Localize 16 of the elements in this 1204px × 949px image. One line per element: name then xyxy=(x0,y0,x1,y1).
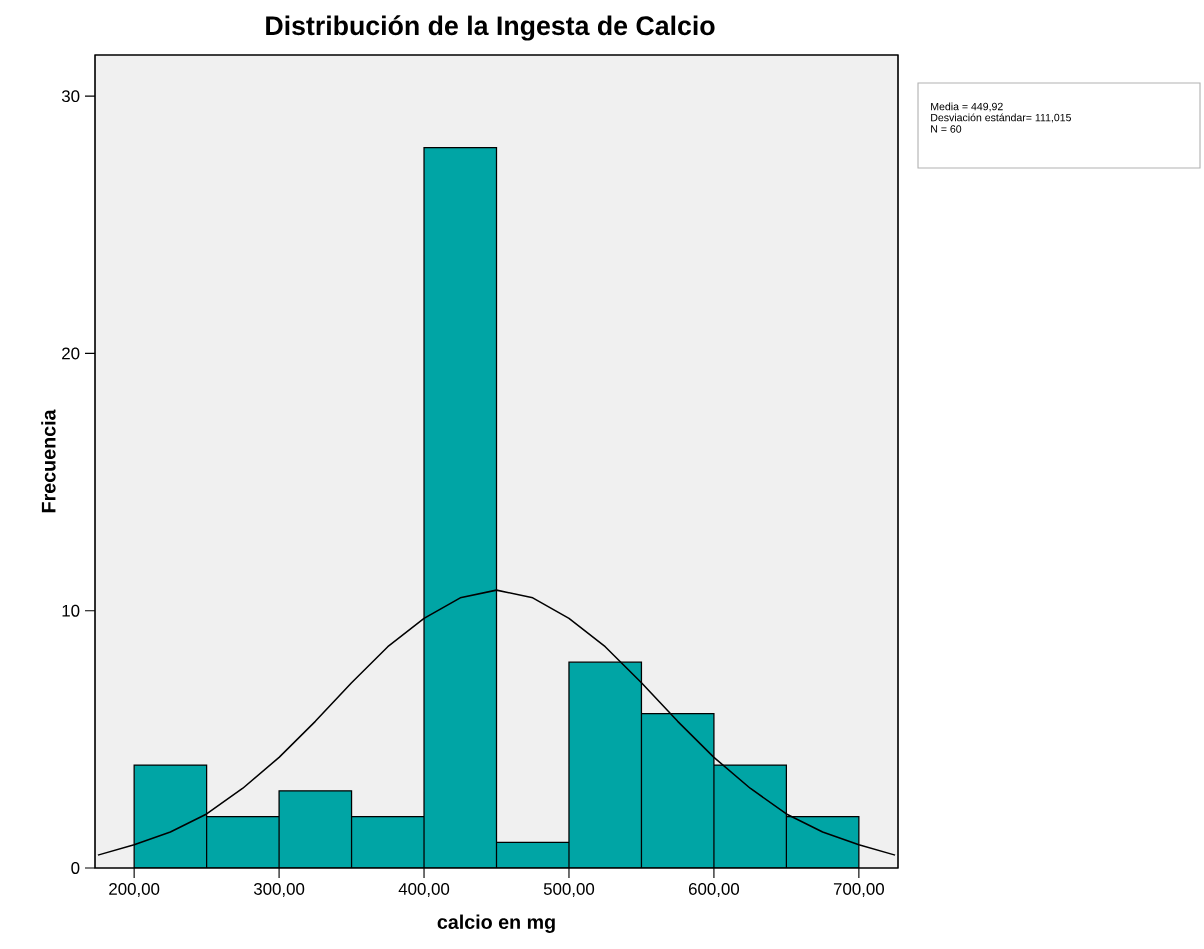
chart-title: Distribución de la Ingesta de Calcio xyxy=(266,15,715,41)
y-tick-label: 30 xyxy=(61,90,80,103)
text: N = 60 xyxy=(931,125,962,133)
y-tick-label: 0 xyxy=(71,862,80,874)
x-tick-label: 400,00 xyxy=(398,882,450,897)
text: Desviación estándar= 111,015 xyxy=(931,113,1071,123)
y-axis-title: Frecuencia xyxy=(41,409,56,513)
y-tick-label: 10 xyxy=(62,604,80,617)
x-tick-label: 600,00 xyxy=(688,882,740,897)
x-tick-label: 500,00 xyxy=(543,882,595,897)
x-tick-label: 200,00 xyxy=(109,882,160,897)
y-tick-label: 20 xyxy=(62,347,80,360)
x-axis-title: calcio en mg xyxy=(437,914,555,933)
x-tick-label: 700,00 xyxy=(833,882,884,897)
text: Media = 449,92 xyxy=(931,102,1003,112)
x-tick-label: 300,00 xyxy=(253,882,305,897)
